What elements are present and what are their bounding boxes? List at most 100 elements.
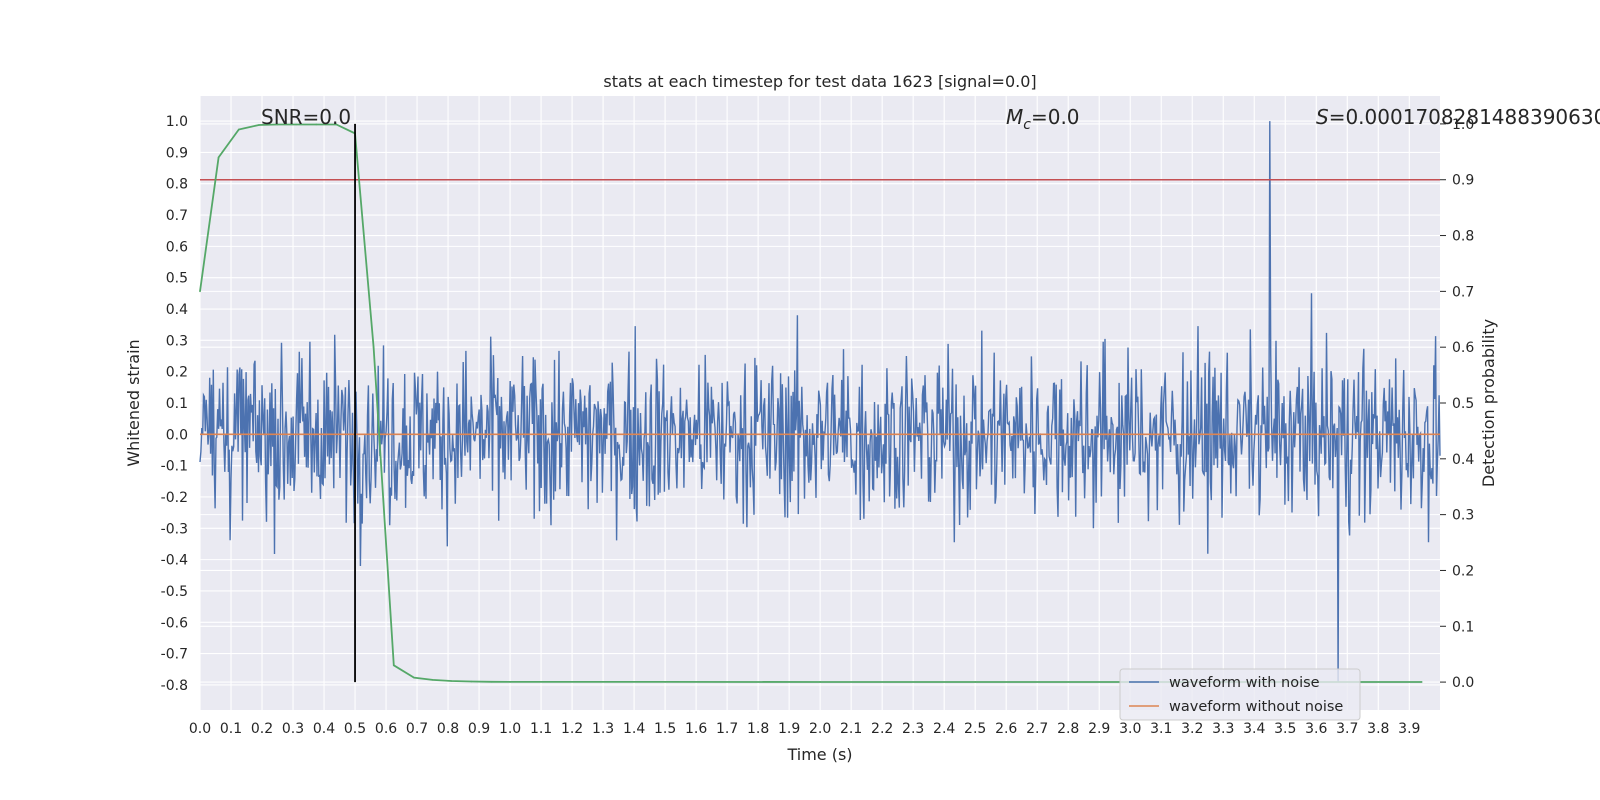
y2-tick-label-9: 0.9: [1452, 173, 1474, 189]
detection-probability-point-6: [315, 123, 318, 126]
x-tick-label-1: 0.1: [220, 721, 242, 737]
x-tick-label-10: 1.0: [499, 721, 521, 737]
x-tick-label-28: 2.8: [1057, 721, 1079, 737]
x-tick-label-26: 2.6: [995, 721, 1017, 737]
x-tick-label-12: 1.2: [561, 721, 583, 737]
detection-probability-point-14: [470, 680, 473, 683]
x-tick-label-9: 0.9: [468, 721, 490, 737]
detection-probability-point-7: [335, 123, 338, 126]
x-tick-label-8: 0.8: [437, 721, 459, 737]
chart-title: stats at each timestep for test data 162…: [603, 72, 1036, 91]
detection-probability-point-12: [431, 679, 434, 681]
detection-probability-point-11: [413, 676, 415, 679]
x-tick-label-0: 0.0: [189, 721, 211, 737]
annotation-snr: SNR=0.0: [261, 105, 351, 129]
x-tick-label-34: 3.4: [1243, 721, 1265, 737]
detection-probability-point-3: [258, 124, 260, 126]
y-tick-label-7: -0.1: [161, 459, 188, 475]
y2-tick-label-8: 0.8: [1452, 229, 1474, 245]
y2-tick-label-1: 0.1: [1452, 619, 1474, 635]
y-tick-label-2: -0.6: [161, 615, 188, 631]
y2-tick-label-4: 0.4: [1452, 452, 1474, 468]
legend-entry-noise: waveform with noise: [1169, 675, 1320, 691]
x-tick-label-32: 3.2: [1181, 721, 1203, 737]
detection-probability-point-5: [295, 123, 297, 126]
detection-probability-point-2: [237, 128, 240, 131]
y-tick-label-14: 0.6: [166, 239, 188, 255]
x-tick-label-35: 3.5: [1274, 721, 1296, 737]
detection-probability-point-10: [392, 664, 395, 667]
x-tick-label-23: 2.3: [902, 721, 924, 737]
x-tick-label-39: 3.9: [1398, 721, 1420, 737]
x-tick-label-3: 0.3: [282, 721, 304, 737]
x-tick-label-29: 2.9: [1088, 721, 1110, 737]
x-tick-label-15: 1.5: [654, 721, 676, 737]
y-tick-label-4: -0.4: [161, 553, 188, 569]
annotation-s: S=0.00017082814883906305: [1316, 105, 1600, 129]
x-axis-label: Time (s): [786, 745, 852, 764]
x-tick-label-2: 0.2: [251, 721, 273, 737]
y-tick-label-12: 0.4: [166, 302, 188, 318]
detection-probability-point-18: [819, 681, 821, 683]
y2-tick-label-3: 0.3: [1452, 508, 1474, 524]
x-tick-label-36: 3.6: [1305, 721, 1327, 737]
x-tick-label-31: 3.1: [1150, 721, 1172, 737]
y-tick-label-15: 0.7: [166, 208, 188, 224]
detection-probability-point-22: [1420, 681, 1423, 683]
x-tick-label-27: 2.7: [1026, 721, 1048, 737]
y2-axis-label: Detection probability: [1479, 319, 1498, 487]
legend-entry-clean: waveform without noise: [1169, 699, 1343, 715]
y-tick-label-0: -0.8: [161, 678, 188, 694]
y2-tick-label-7: 0.7: [1452, 284, 1474, 300]
x-tick-label-5: 0.5: [344, 721, 366, 737]
x-tick-label-19: 1.9: [778, 721, 800, 737]
detection-probability-point-16: [509, 681, 511, 683]
x-tick-label-16: 1.6: [685, 721, 707, 737]
x-tick-label-38: 3.8: [1367, 721, 1389, 737]
y-tick-label-9: 0.1: [166, 396, 188, 412]
y2-tick-label-2: 0.2: [1452, 563, 1474, 579]
x-tick-label-18: 1.8: [747, 721, 769, 737]
y-tick-label-11: 0.3: [166, 333, 188, 349]
legend-box: [1119, 668, 1361, 721]
detection-probability-point-9: [372, 346, 375, 348]
x-tick-label-30: 3.0: [1119, 721, 1141, 737]
x-tick-label-25: 2.5: [964, 721, 986, 737]
y2-tick-label-10: 1.0: [1452, 117, 1474, 133]
x-tick-label-22: 2.2: [871, 721, 893, 737]
x-tick-label-20: 2.0: [809, 721, 831, 737]
x-tick-label-13: 1.3: [592, 721, 614, 737]
y-tick-label-10: 0.2: [166, 365, 188, 381]
x-tick-label-21: 2.1: [840, 721, 862, 737]
y2-tick-label-0: 0.0: [1452, 675, 1474, 691]
detection-probability-point-1: [217, 156, 220, 159]
y2-tick-label-5: 0.5: [1452, 396, 1474, 412]
detection-probability-point-4: [276, 123, 279, 126]
detection-probability-point-13: [450, 680, 452, 682]
y-axis-label: Whitened strain: [124, 339, 143, 466]
axes: 0.0 0.1 0.2 0.3 0.4 0.5 0.6 0.7 0.8 0.9 1.0 1.1 1.2 1…: [161, 114, 1475, 737]
y2-tick-label-6: 0.6: [1452, 340, 1474, 356]
x-tick-label-24: 2.4: [933, 721, 955, 737]
y-tick-label-8: 0.0: [166, 427, 188, 443]
annotation-mc: Mc=0.0: [1006, 105, 1080, 133]
y-tick-label-3: -0.5: [161, 584, 188, 600]
y-tick-label-1: -0.7: [161, 647, 188, 663]
x-tick-label-7: 0.7: [406, 721, 428, 737]
y-tick-label-17: 0.9: [166, 145, 188, 161]
x-tick-label-17: 1.7: [716, 721, 738, 737]
x-tick-label-33: 3.3: [1212, 721, 1234, 737]
legend: waveform with noise waveform without noi…: [1119, 668, 1361, 721]
x-tick-label-4: 0.4: [313, 721, 335, 737]
annotation-s-value: =0.00017082814883906305: [1329, 105, 1600, 129]
grid: [199, 96, 1440, 710]
detection-probability-point-17: [664, 681, 666, 683]
overlay-lines: [199, 123, 1440, 683]
detection-probability-point-0: [199, 290, 201, 293]
y-tick-label-6: -0.2: [161, 490, 188, 506]
y-tick-label-13: 0.5: [166, 271, 188, 287]
y-tick-label-16: 0.8: [166, 177, 188, 193]
annotation-s-symbol: S: [1316, 105, 1329, 129]
detection-probability-point-19: [974, 681, 976, 683]
